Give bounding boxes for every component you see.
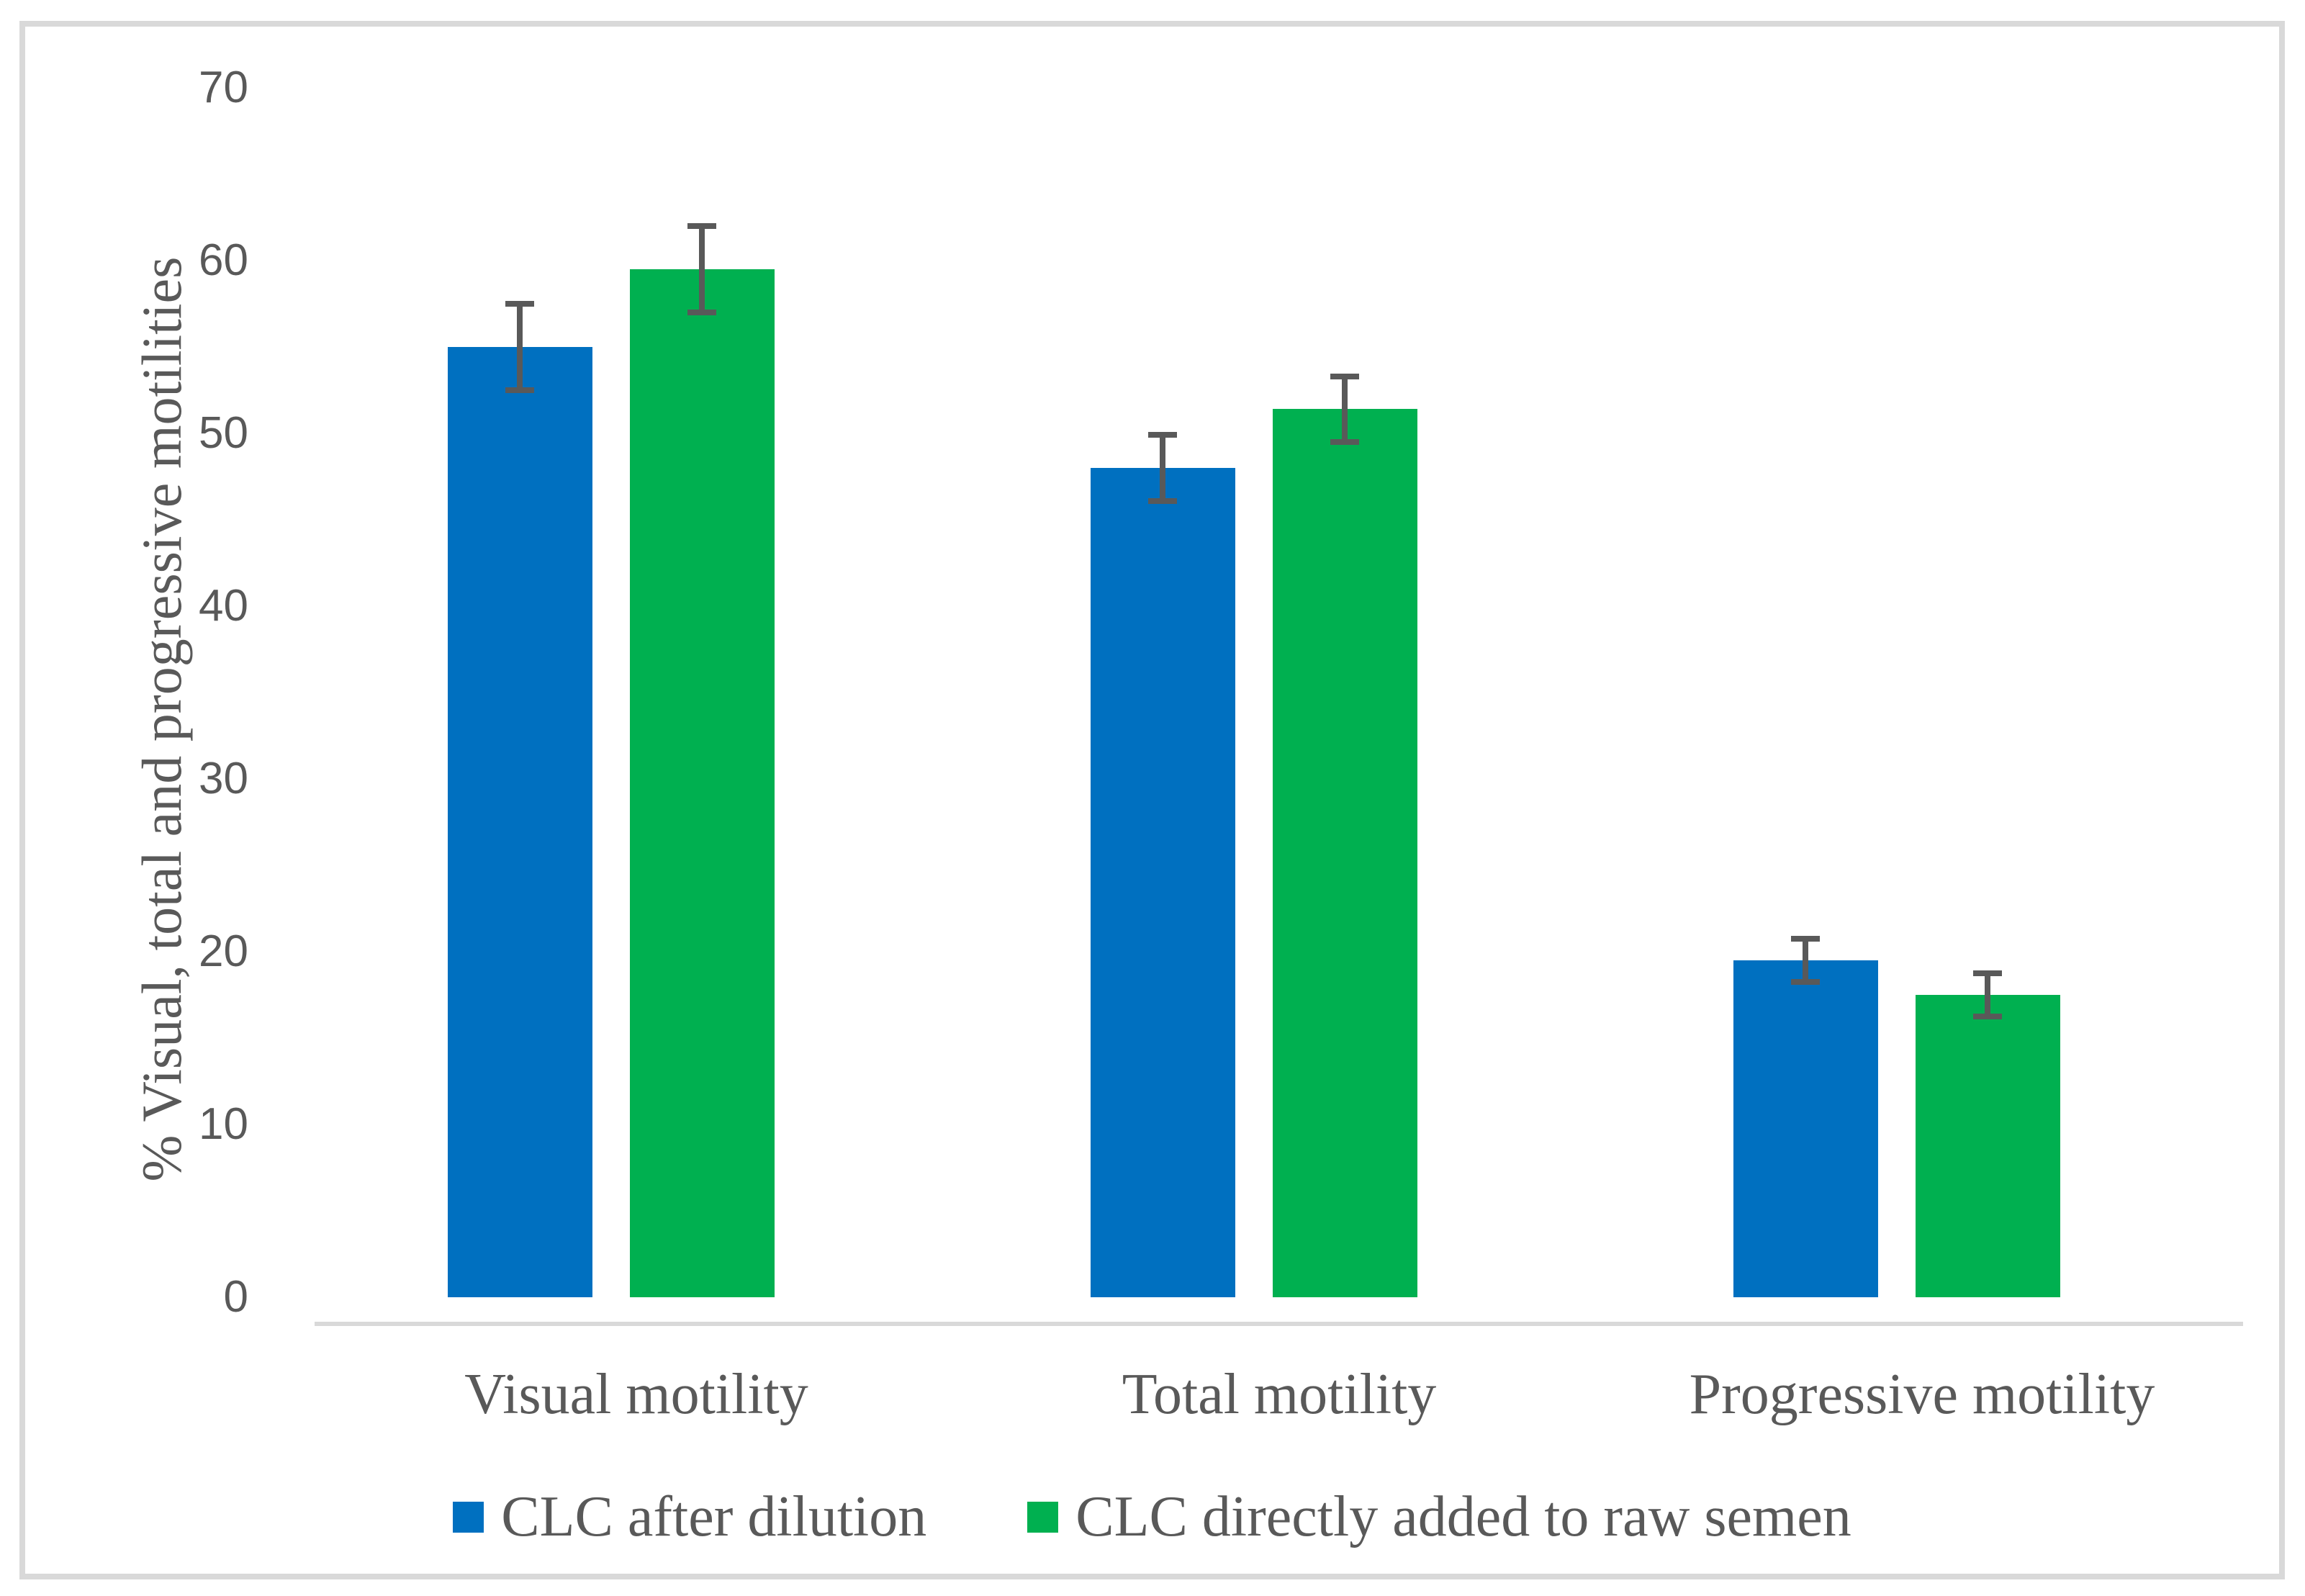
error-bar-bottom-cap-clc-directly-added-to-raw-semen-total-motility bbox=[1330, 439, 1359, 445]
legend-label-clc-after-dilution: CLC after dilution bbox=[501, 1485, 927, 1548]
error-bar-whisker-clc-directly-added-to-raw-semen-progressive-motility bbox=[1985, 973, 1990, 1016]
chart-border-frame: % Visual, total and progressive motiliti… bbox=[19, 21, 2285, 1579]
bar-clc-after-dilution-total-motility bbox=[1090, 468, 1235, 1297]
x-category-label-visual-motility: Visual motility bbox=[464, 1363, 808, 1426]
y-tick-label-40: 40 bbox=[199, 581, 248, 631]
error-bar-top-cap-clc-directly-added-to-raw-semen-total-motility bbox=[1330, 373, 1359, 379]
error-bar-top-cap-clc-directly-added-to-raw-semen-progressive-motility bbox=[1973, 970, 2002, 976]
bar-clc-directly-added-to-raw-semen-total-motility bbox=[1272, 409, 1417, 1297]
legend-swatch-blue bbox=[453, 1501, 484, 1533]
plot-area: 70 60 50 40 30 20 10 0 bbox=[25, 27, 2279, 1574]
error-bar-top-cap-clc-after-dilution-visual-motility bbox=[505, 301, 534, 307]
y-tick-label-50: 50 bbox=[199, 408, 248, 458]
y-tick-label-0: 0 bbox=[223, 1272, 248, 1322]
bar-clc-directly-added-to-raw-semen-visual-motility bbox=[629, 269, 775, 1297]
bar-clc-directly-added-to-raw-semen-progressive-motility bbox=[1915, 995, 2060, 1297]
error-bar-whisker-clc-directly-added-to-raw-semen-visual-motility bbox=[699, 226, 705, 312]
legend-item-clc-after-dilution: CLC after dilution bbox=[453, 1482, 926, 1551]
error-bar-whisker-clc-after-dilution-progressive-motility bbox=[1803, 939, 1808, 982]
error-bar-whisker-clc-directly-added-to-raw-semen-total-motility bbox=[1342, 376, 1348, 442]
x-axis-line bbox=[315, 1322, 2243, 1326]
bar-clc-after-dilution-progressive-motility bbox=[1733, 960, 1878, 1297]
legend-swatch-green bbox=[1027, 1501, 1059, 1533]
error-bar-whisker-clc-after-dilution-visual-motility bbox=[517, 304, 523, 390]
error-bar-top-cap-clc-after-dilution-progressive-motility bbox=[1791, 936, 1820, 942]
y-tick-label-70: 70 bbox=[199, 63, 248, 112]
bar-clc-after-dilution-visual-motility bbox=[447, 347, 592, 1297]
x-category-label-total-motility: Total motility bbox=[1122, 1363, 1437, 1426]
error-bar-bottom-cap-clc-directly-added-to-raw-semen-visual-motility bbox=[687, 310, 716, 315]
x-category-label-progressive-motility: Progressive motility bbox=[1689, 1363, 2155, 1426]
chart-legend: CLC after dilution CLC directly added to… bbox=[25, 1475, 2279, 1559]
error-bar-bottom-cap-clc-after-dilution-visual-motility bbox=[505, 387, 534, 393]
legend-label-clc-directly-added: CLC directly added to raw semen bbox=[1075, 1485, 1851, 1548]
y-tick-label-10: 10 bbox=[199, 1099, 248, 1149]
error-bar-bottom-cap-clc-after-dilution-total-motility bbox=[1148, 497, 1177, 504]
error-bar-top-cap-clc-after-dilution-total-motility bbox=[1148, 432, 1177, 438]
error-bar-top-cap-clc-directly-added-to-raw-semen-visual-motility bbox=[687, 223, 716, 229]
legend-item-clc-directly-added: CLC directly added to raw semen bbox=[1027, 1482, 1851, 1551]
y-tick-label-60: 60 bbox=[199, 235, 248, 285]
y-tick-label-20: 20 bbox=[199, 927, 248, 976]
error-bar-bottom-cap-clc-after-dilution-progressive-motility bbox=[1791, 979, 1820, 985]
y-tick-label-30: 30 bbox=[199, 754, 248, 803]
error-bar-whisker-clc-after-dilution-total-motility bbox=[1160, 435, 1165, 501]
error-bar-bottom-cap-clc-directly-added-to-raw-semen-progressive-motility bbox=[1973, 1014, 2002, 1019]
